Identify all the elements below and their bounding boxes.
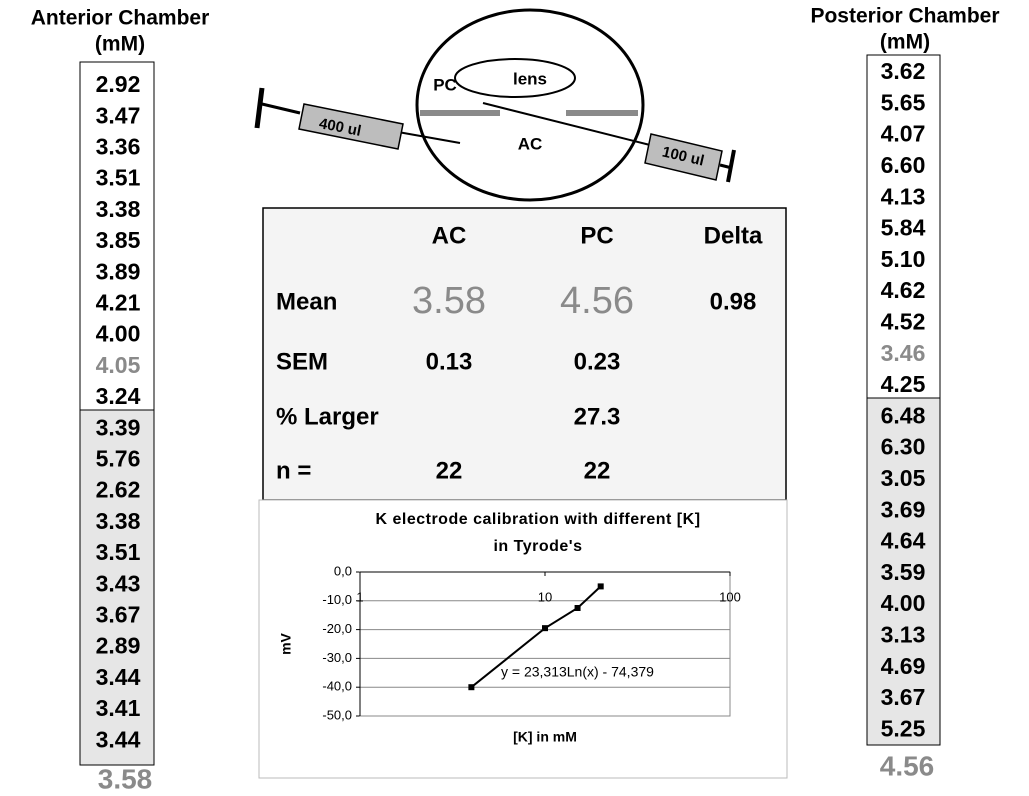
posterior-value: 4.07 xyxy=(881,121,926,147)
posterior-mean: 4.56 xyxy=(880,750,935,781)
y-tick-label: -20,0 xyxy=(322,621,352,636)
table-cell: 22 xyxy=(584,457,611,484)
anterior-value: 3.89 xyxy=(96,258,141,284)
posterior-value: 3.69 xyxy=(881,496,926,522)
posterior-value: 3.05 xyxy=(881,465,926,491)
posterior-value: 3.46 xyxy=(881,340,926,366)
anterior-value: 3.43 xyxy=(96,570,141,596)
plunger-left xyxy=(262,104,300,113)
anterior-value: 2.62 xyxy=(96,477,141,503)
anterior-value: 3.51 xyxy=(96,539,141,565)
anterior-value: 3.36 xyxy=(96,133,141,159)
anterior-value: 5.76 xyxy=(96,445,141,471)
posterior-value: 6.60 xyxy=(881,152,926,178)
anterior-value: 4.00 xyxy=(96,321,141,347)
posterior-value: 4.00 xyxy=(881,590,926,616)
posterior-value: 3.67 xyxy=(881,684,926,710)
eye xyxy=(417,10,643,200)
needle-left xyxy=(398,132,460,143)
table-header: AC xyxy=(432,222,467,249)
anterior-value: 2.92 xyxy=(96,71,141,97)
posterior-value: 5.25 xyxy=(881,715,926,741)
anterior-value: 3.24 xyxy=(96,383,141,409)
posterior-value: 6.48 xyxy=(881,402,926,428)
x-tick-label: 1 xyxy=(356,589,363,604)
row-label: % Larger xyxy=(276,403,379,430)
table-cell: 0.13 xyxy=(426,348,473,375)
y-tick-label: -40,0 xyxy=(322,679,352,694)
table-cell: 3.58 xyxy=(412,280,486,322)
posterior-value: 5.65 xyxy=(881,89,926,115)
anterior-title: Anterior Chamber xyxy=(31,7,210,30)
anterior-value: 2.89 xyxy=(96,633,141,659)
row-label: SEM xyxy=(276,348,328,375)
posterior-value: 3.13 xyxy=(881,621,926,647)
anterior-value: 3.44 xyxy=(96,664,141,690)
data-point xyxy=(542,625,548,631)
y-tick-label: -10,0 xyxy=(322,592,352,607)
trend-equation: y = 23,313Ln(x) - 74,379 xyxy=(501,664,654,680)
posterior-value: 5.84 xyxy=(881,215,926,241)
plunger-left-end xyxy=(257,88,262,128)
posterior-value: 4.13 xyxy=(881,183,926,209)
anterior-value: 3.85 xyxy=(96,227,141,253)
data-point xyxy=(598,583,604,589)
posterior-value: 5.10 xyxy=(881,246,926,272)
table-header: Delta xyxy=(704,222,763,249)
posterior-value: 4.62 xyxy=(881,277,926,303)
stats-table xyxy=(263,208,786,500)
table-cell: 0.23 xyxy=(574,348,621,375)
table-cell: 22 xyxy=(436,457,463,484)
posterior-value: 3.62 xyxy=(881,58,926,84)
data-point xyxy=(468,684,474,690)
posterior-unit: (mM) xyxy=(880,31,930,54)
needle-right xyxy=(483,103,650,145)
anterior-value: 3.39 xyxy=(96,414,141,440)
anterior-value: 4.21 xyxy=(96,289,141,315)
table-cell: 27.3 xyxy=(574,403,621,430)
posterior-title: Posterior Chamber xyxy=(810,5,999,28)
posterior-value: 4.64 xyxy=(881,528,926,554)
figure: Anterior Chamber (mM) 3.58 Posterior Cha… xyxy=(0,0,1029,796)
page: Anterior Chamber (mM) 3.58 Posterior Cha… xyxy=(0,0,1029,796)
posterior-value: 4.52 xyxy=(881,308,926,334)
anterior-value: 3.47 xyxy=(96,102,141,128)
ac-label: AC xyxy=(518,134,543,153)
table-cell: 4.56 xyxy=(560,280,634,322)
posterior-value: 4.69 xyxy=(881,653,926,679)
anterior-value: 3.44 xyxy=(96,726,141,752)
anterior-mean: 3.58 xyxy=(98,763,153,794)
lens-label: lens xyxy=(513,69,547,88)
table-header: PC xyxy=(580,222,613,249)
y-tick-label: -50,0 xyxy=(322,707,352,722)
pc-label: PC xyxy=(433,75,457,94)
row-label: n = xyxy=(276,457,311,484)
y-axis-label: mV xyxy=(278,632,294,654)
anterior-value: 3.67 xyxy=(96,601,141,627)
x-tick-label: 100 xyxy=(719,589,741,604)
y-tick-label: 0,0 xyxy=(334,563,352,578)
posterior-value: 4.25 xyxy=(881,371,926,397)
eye-diagram xyxy=(257,10,734,200)
y-tick-label: -30,0 xyxy=(322,650,352,665)
x-axis-label: [K] in mM xyxy=(513,729,577,745)
anterior-unit: (mM) xyxy=(95,33,145,56)
anterior-value: 3.38 xyxy=(96,508,141,534)
anterior-value: 3.51 xyxy=(96,165,141,191)
anterior-value: 3.38 xyxy=(96,196,141,222)
posterior-value: 6.30 xyxy=(881,434,926,460)
x-tick-label: 10 xyxy=(538,589,552,604)
anterior-value: 3.41 xyxy=(96,695,141,721)
posterior-value: 3.59 xyxy=(881,559,926,585)
row-label: Mean xyxy=(276,288,337,315)
data-point xyxy=(575,605,581,611)
anterior-value: 4.05 xyxy=(96,352,141,378)
table-cell: 0.98 xyxy=(710,288,757,315)
